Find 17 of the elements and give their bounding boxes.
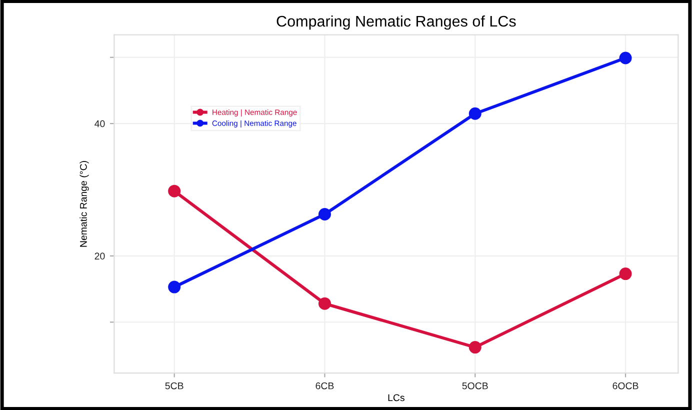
point	[468, 107, 482, 120]
point	[318, 208, 331, 220]
x-tick-label: 5CB	[165, 382, 184, 390]
y-axis-title: Nematic Range (°C)	[80, 161, 89, 247]
y-tick-label: 40	[94, 120, 105, 128]
point	[619, 268, 632, 280]
point	[168, 184, 181, 198]
point	[468, 341, 482, 354]
point	[619, 52, 632, 64]
point	[318, 297, 331, 310]
chart-title: Comparing Nematic Ranges of LCs	[276, 15, 516, 30]
y-tick-label: 20	[94, 252, 105, 260]
x-tick-label: 6CB	[316, 382, 334, 390]
x-tick-label: 5OCB	[462, 382, 488, 390]
x-axis-title: LCs	[388, 394, 404, 402]
x-tick-label: 6OCB	[612, 382, 638, 390]
point	[168, 280, 181, 294]
